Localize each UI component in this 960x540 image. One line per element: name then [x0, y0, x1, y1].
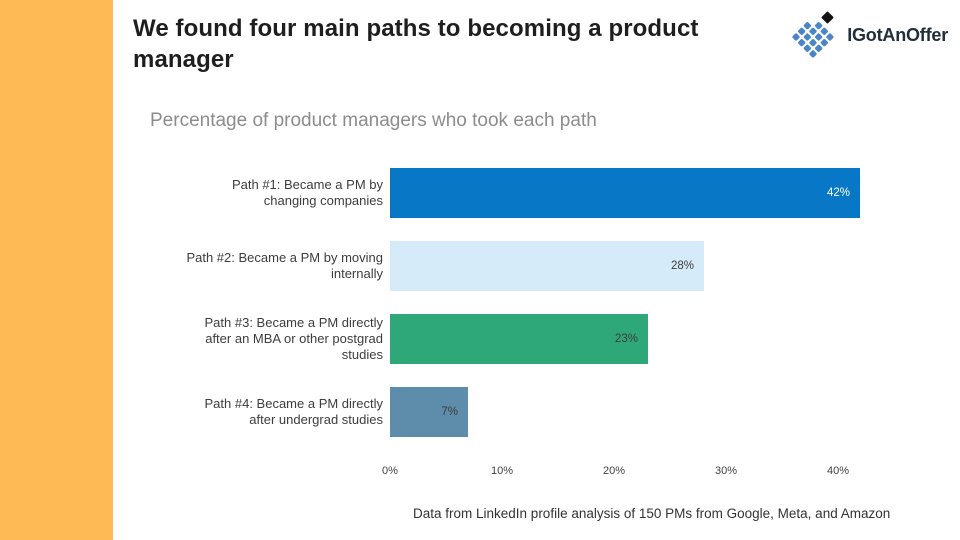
value-label-path2: 28% — [670, 260, 694, 272]
data-source-note: Data from LinkedIn profile analysis of 1… — [413, 506, 891, 521]
chart-row-path3: Path #3: Became a PM directly after an M… — [0, 314, 960, 364]
x-axis: 0% 10% 20% 30% 40% — [0, 465, 960, 481]
left-accent-band — [0, 0, 113, 540]
category-label-path3: Path #3: Became a PM directly after an M… — [204, 315, 383, 362]
chart-title: Percentage of product managers who took … — [150, 110, 597, 131]
category-label-path1: Path #1: Became a PM by changing compani… — [231, 177, 383, 208]
igotanoffer-logo-icon — [791, 10, 839, 60]
chart-row-path2: Path #2: Became a PM by moving internall… — [0, 241, 960, 291]
logo-wordmark: IGotAnOffer — [847, 24, 948, 45]
value-label-path4: 7% — [441, 406, 458, 418]
category-label-path4: Path #4: Became a PM directly after unde… — [204, 396, 383, 427]
x-tick-20: 20% — [602, 465, 626, 477]
chart-row-path4: Path #4: Became a PM directly after unde… — [0, 387, 960, 437]
x-tick-10: 10% — [490, 465, 514, 477]
x-tick-30: 30% — [714, 465, 738, 477]
bar-path4: 7% — [390, 387, 468, 437]
igotanoffer-logo: IGotAnOffer — [791, 10, 948, 60]
logo-dot-icon — [821, 11, 835, 24]
x-tick-0: 0% — [382, 465, 398, 477]
value-label-path3: 23% — [614, 333, 638, 345]
category-label-path2: Path #2: Became a PM by moving internall… — [186, 250, 383, 281]
bar-path3: 23% — [390, 314, 648, 364]
bar-path2: 28% — [390, 241, 704, 291]
x-tick-40: 40% — [826, 465, 850, 477]
slide-title: We found four main paths to becoming a p… — [133, 15, 699, 73]
bar-path1: 42% — [390, 168, 860, 218]
value-label-path1: 42% — [826, 187, 850, 199]
chart-row-path1: Path #1: Became a PM by changing compani… — [0, 168, 960, 218]
